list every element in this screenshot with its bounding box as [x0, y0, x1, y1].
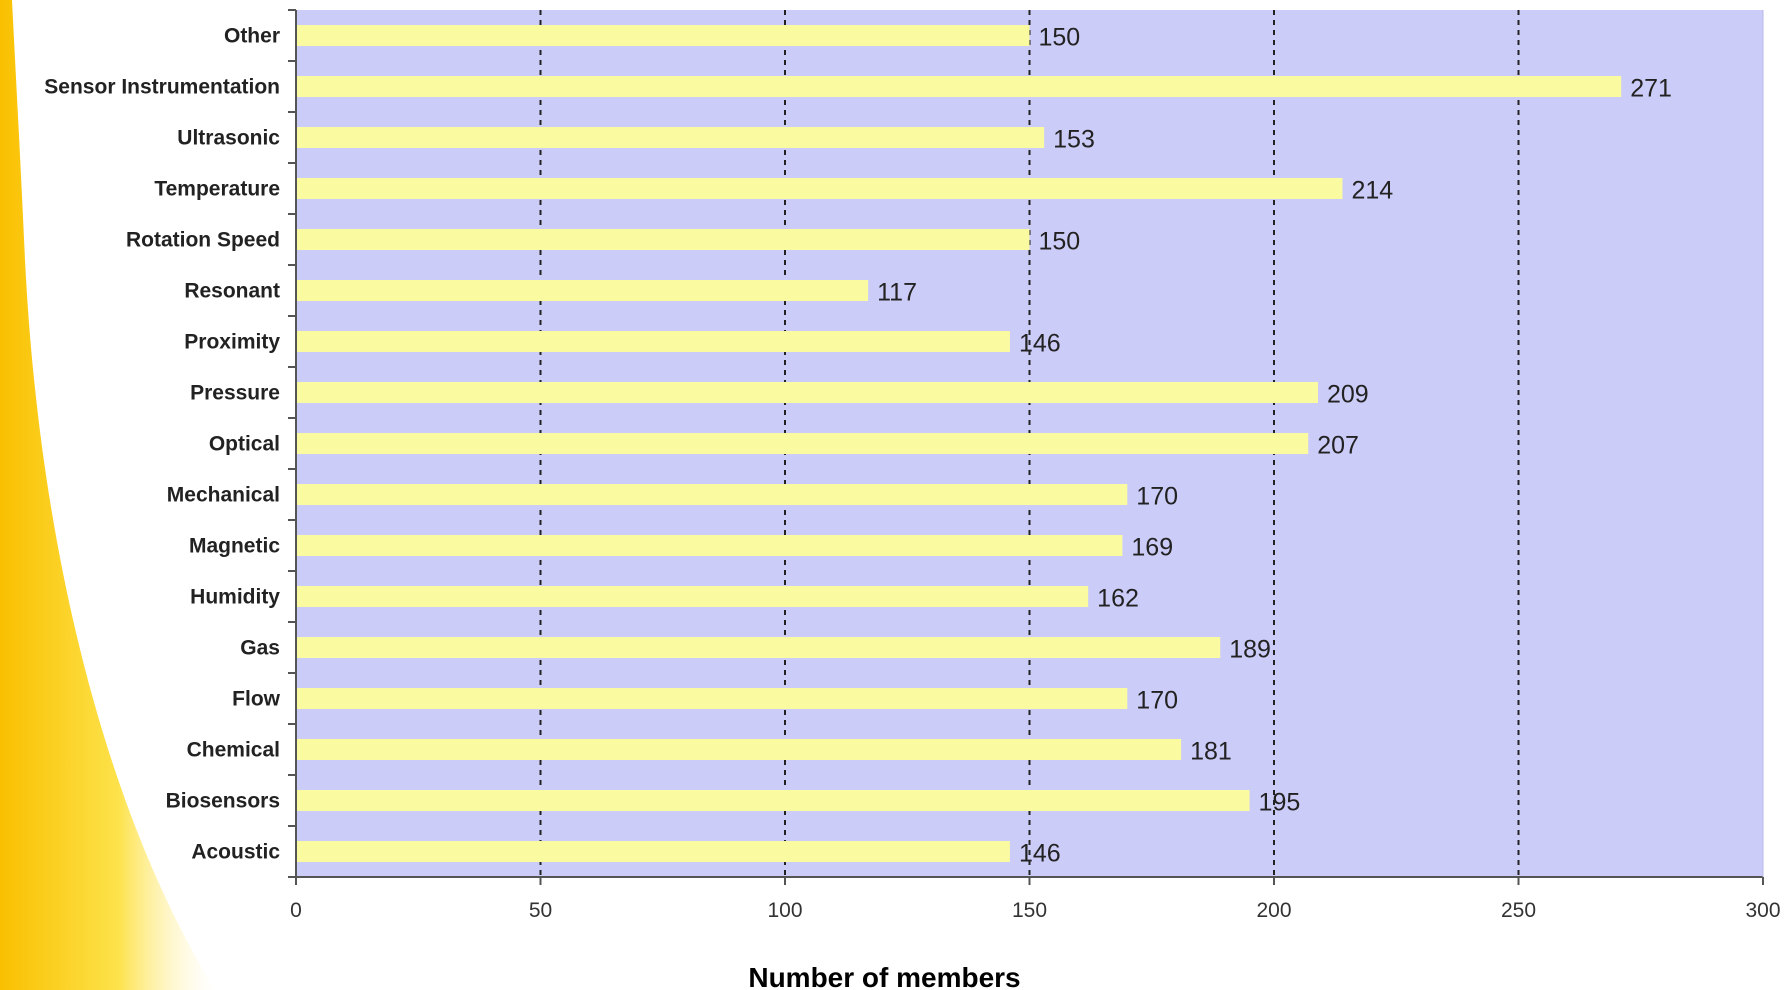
x-tick-label: 200: [1256, 899, 1291, 922]
value-label: 271: [1630, 75, 1672, 103]
value-label: 209: [1327, 381, 1369, 409]
bar: [296, 688, 1128, 709]
value-label: 207: [1317, 432, 1359, 460]
axes: [288, 9, 1764, 885]
value-label: 189: [1229, 636, 1271, 664]
category-label: Optical: [209, 433, 280, 456]
category-label: Flow: [232, 688, 280, 711]
x-axis-title: Number of members: [748, 962, 1020, 990]
bar: [296, 127, 1045, 148]
bar: [296, 331, 1010, 352]
bar: [296, 637, 1221, 658]
category-label: Magnetic: [189, 535, 280, 558]
value-label: 117: [877, 279, 917, 307]
value-label: 153: [1053, 126, 1095, 154]
bar: [296, 790, 1250, 811]
value-label: 181: [1190, 738, 1232, 766]
bar: [296, 178, 1343, 199]
bar: [296, 76, 1622, 97]
category-label: Proximity: [184, 331, 280, 354]
value-label: 146: [1019, 840, 1061, 868]
category-label: Other: [224, 25, 280, 48]
category-label: Mechanical: [167, 484, 280, 507]
bar: [296, 484, 1128, 505]
value-label: 170: [1136, 687, 1178, 715]
x-tick-label: 300: [1745, 899, 1780, 922]
value-label: 195: [1259, 789, 1301, 817]
category-label: Pressure: [190, 382, 280, 405]
value-label: 162: [1097, 585, 1139, 613]
category-label: Rotation Speed: [126, 229, 280, 252]
bar: [296, 433, 1309, 454]
value-label: 170: [1136, 483, 1178, 511]
x-tick-label: 100: [767, 899, 802, 922]
value-label: 214: [1351, 177, 1393, 205]
value-label: 150: [1039, 228, 1081, 256]
bar: [296, 841, 1010, 862]
value-label: 169: [1131, 534, 1173, 562]
bar: [296, 280, 869, 301]
category-label: Acoustic: [191, 841, 280, 864]
value-labels: 150 271 153 214 150 117 146 209 207 170 169 162 189 1…: [877, 24, 1672, 868]
category-label: Biosensors: [166, 790, 280, 813]
bar: [296, 25, 1030, 46]
bar: [296, 535, 1123, 556]
value-label: 146: [1019, 330, 1061, 358]
bar: [296, 739, 1182, 760]
bar: [296, 382, 1319, 403]
category-label: Gas: [240, 637, 280, 660]
category-labels: Other Sensor Instrumentation Ultrasonic Tem…: [44, 25, 280, 864]
bar: [296, 586, 1089, 607]
x-tick-label: 0: [290, 899, 302, 922]
x-tick-label: 250: [1501, 899, 1536, 922]
category-label: Temperature: [154, 178, 280, 201]
category-label: Sensor Instrumentation: [44, 76, 280, 99]
value-label: 150: [1039, 24, 1081, 52]
category-label: Chemical: [187, 739, 280, 762]
category-label: Humidity: [190, 586, 280, 609]
x-tick-labels: 0 50 100 150 200 250 300: [290, 899, 1780, 922]
bars: [296, 25, 1622, 862]
x-tick-label: 50: [529, 899, 552, 922]
category-label: Resonant: [184, 280, 280, 303]
x-tick-label: 150: [1012, 899, 1047, 922]
bar: [296, 229, 1030, 250]
category-label: Ultrasonic: [177, 127, 280, 150]
